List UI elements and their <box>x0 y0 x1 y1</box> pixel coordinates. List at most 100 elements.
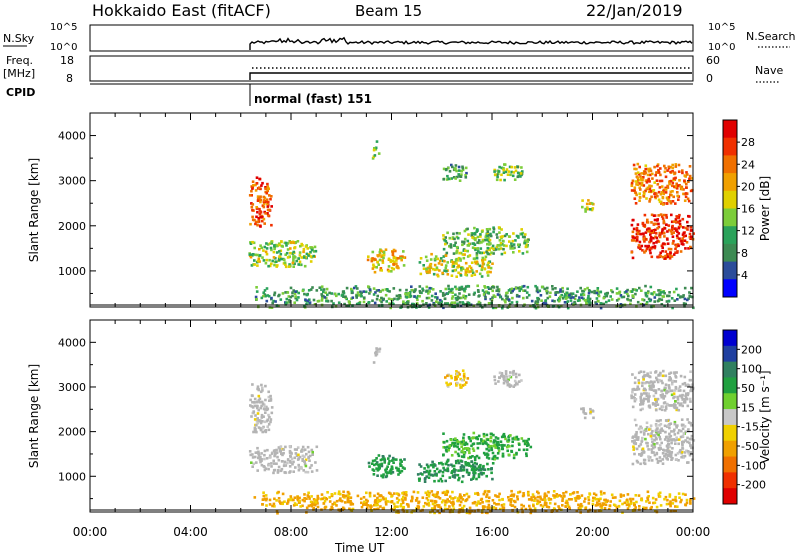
range-cell <box>579 504 583 508</box>
range-cell <box>644 249 647 253</box>
range-cell <box>461 302 465 305</box>
range-cell <box>437 262 441 265</box>
range-cell <box>677 438 681 441</box>
range-cell <box>485 228 489 231</box>
range-cell <box>652 305 655 308</box>
range-cell <box>396 501 399 504</box>
range-cell <box>443 269 446 272</box>
range-cell <box>248 253 252 256</box>
range-cell <box>263 293 267 296</box>
range-cell <box>427 465 430 469</box>
range-cell <box>517 245 521 248</box>
range-cell <box>688 397 692 401</box>
range-cell <box>491 244 495 248</box>
range-cell <box>272 462 276 465</box>
range-cell <box>306 299 309 302</box>
range-cell <box>689 400 692 403</box>
range-cell <box>306 445 310 449</box>
range-cell <box>636 438 640 441</box>
range-cell <box>323 496 326 499</box>
range-cell <box>483 258 487 261</box>
range-cell <box>273 263 276 267</box>
range-cell <box>506 297 509 301</box>
range-cell <box>498 507 502 511</box>
range-cell <box>254 183 257 187</box>
range-cell <box>404 292 407 296</box>
range-cell <box>679 295 683 298</box>
range-cell <box>614 504 617 507</box>
range-cell <box>650 448 653 451</box>
scatter-region <box>248 445 319 475</box>
range-cell <box>628 504 631 508</box>
range-cell <box>288 263 291 266</box>
range-cell <box>456 381 459 385</box>
range-cell <box>652 291 656 294</box>
range-cell <box>268 415 271 419</box>
range-cell <box>281 492 285 496</box>
range-cell <box>448 445 451 448</box>
range-cell <box>687 180 690 183</box>
range-cell <box>683 286 687 290</box>
range-cell <box>390 270 393 273</box>
range-cell <box>681 443 684 447</box>
range-cell <box>683 305 686 308</box>
range-cell <box>469 455 472 459</box>
range-cell <box>666 186 670 189</box>
range-cell <box>679 374 683 378</box>
range-cell <box>459 500 463 504</box>
range-cell <box>523 241 527 245</box>
range-cell <box>631 179 635 183</box>
range-cell <box>307 456 310 460</box>
scatter-region <box>249 383 274 434</box>
range-cell <box>674 400 677 403</box>
range-cell <box>273 247 276 251</box>
range-cell <box>477 239 481 242</box>
range-cell <box>541 285 544 289</box>
range-cell <box>626 493 630 496</box>
range-cell <box>299 505 302 508</box>
range-cell <box>532 495 536 499</box>
range-cell <box>684 247 687 250</box>
range-cell <box>416 491 420 494</box>
range-cell <box>395 294 399 298</box>
range-cell <box>650 380 653 384</box>
range-cell <box>461 507 465 510</box>
range-cell <box>455 377 458 381</box>
range-cell <box>477 241 481 245</box>
range-cell <box>288 445 292 448</box>
range-cell <box>564 501 568 505</box>
range-cell <box>682 302 686 305</box>
range-cell <box>356 287 359 290</box>
range-cell <box>678 237 681 240</box>
range-cell <box>485 433 489 437</box>
range-cell <box>429 463 433 467</box>
range-cell <box>583 298 587 302</box>
range-cell <box>513 383 517 387</box>
range-cell <box>648 375 652 379</box>
range-cell <box>669 229 673 233</box>
range-cell <box>390 495 393 498</box>
range-cell <box>330 299 333 303</box>
range-cell <box>592 492 596 495</box>
range-cell <box>256 417 259 420</box>
range-cell <box>435 492 439 496</box>
range-cell <box>463 237 467 241</box>
range-cell <box>442 441 446 444</box>
range-cell <box>458 476 461 480</box>
range-cell <box>509 503 512 506</box>
range-cell <box>498 239 502 242</box>
range-cell <box>595 291 599 295</box>
range-cell <box>556 298 560 302</box>
y-tick-label: 3000 <box>58 381 86 394</box>
range-cell <box>449 246 453 249</box>
range-cell <box>392 262 396 266</box>
range-cell <box>654 196 657 200</box>
range-cell <box>510 291 513 294</box>
range-cell <box>300 450 303 453</box>
range-cell <box>636 300 640 304</box>
range-cell <box>444 501 447 504</box>
range-cell <box>663 394 667 398</box>
range-cell <box>519 172 523 175</box>
range-cell <box>672 253 676 256</box>
range-cell <box>676 505 679 508</box>
